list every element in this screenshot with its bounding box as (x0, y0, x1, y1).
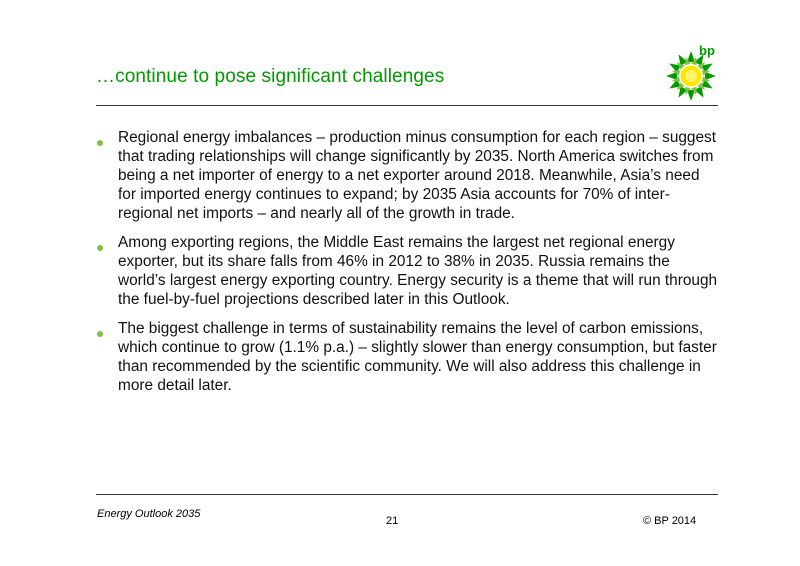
bp-logo-text: bp (699, 43, 715, 58)
bullet-dot-icon (97, 245, 103, 251)
footer-page-number: 21 (386, 515, 399, 527)
bullet-dot-icon (97, 331, 103, 337)
bullet-dot-icon (97, 140, 103, 146)
footer-copyright: © BP 2014 (643, 515, 697, 527)
bullet-item: Among exporting regions, the Middle East… (96, 233, 720, 309)
bullet-item: The biggest challenge in terms of sustai… (96, 319, 720, 395)
bullet-text: Regional energy imbalances – production … (118, 129, 717, 222)
bp-helios-logo-icon (666, 51, 716, 101)
footer-publication: Energy Outlook 2035 (97, 508, 201, 520)
bullet-item: Regional energy imbalances – production … (96, 128, 720, 223)
bullet-list: Regional energy imbalances – production … (96, 128, 720, 405)
bullet-text: Among exporting regions, the Middle East… (118, 234, 718, 308)
footer-divider (96, 494, 718, 495)
bullet-text: The biggest challenge in terms of sustai… (118, 320, 717, 394)
header-divider (96, 105, 718, 106)
slide-title: …continue to pose significant challenges (96, 66, 445, 87)
